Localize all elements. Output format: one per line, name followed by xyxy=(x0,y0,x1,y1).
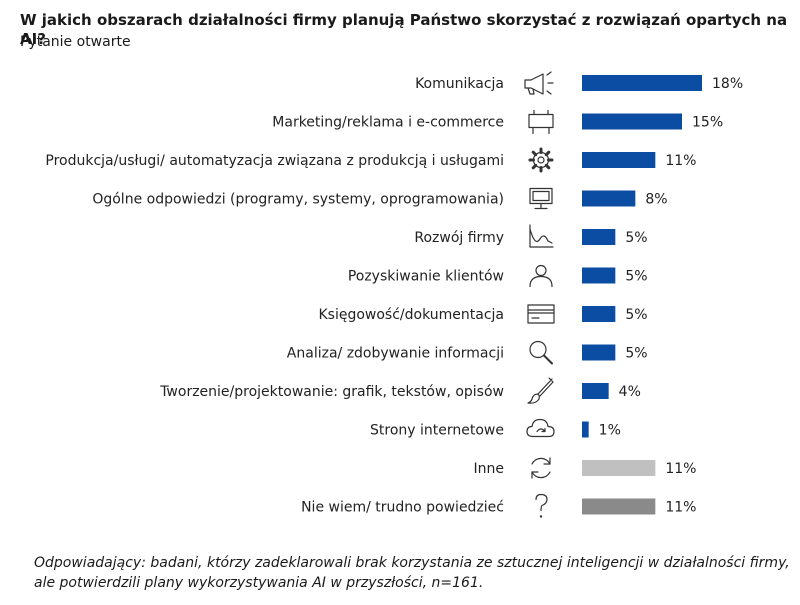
chart-subtitle: Pytanie otwarte xyxy=(20,34,131,50)
category-label: Strony internetowe xyxy=(370,423,504,439)
bar xyxy=(582,344,616,361)
bar xyxy=(582,306,616,322)
category-label: Tworzenie/projektowanie: grafik, tekstów… xyxy=(159,384,504,400)
value-label: 15% xyxy=(692,115,723,131)
person-icon xyxy=(529,264,553,288)
chart-title: W jakich obszarach działalności firmy pl… xyxy=(20,11,788,48)
footnote-line-2: ale potwierdzili plany wykorzystywania A… xyxy=(34,575,484,591)
bar xyxy=(582,113,682,130)
refresh-icon xyxy=(531,457,551,479)
category-label: Księgowość/dokumentacja xyxy=(318,307,504,323)
value-label: 18% xyxy=(712,76,743,92)
bar xyxy=(582,190,636,207)
megaphone-icon xyxy=(524,71,554,95)
bar xyxy=(582,75,702,91)
category-label: Pozyskiwanie klientów xyxy=(348,269,504,285)
bar xyxy=(582,421,589,438)
brush-icon xyxy=(527,377,554,404)
value-label: 1% xyxy=(599,423,621,439)
gear-icon xyxy=(528,147,554,173)
value-label: 8% xyxy=(645,192,667,208)
question-icon xyxy=(535,493,548,518)
value-label: 11% xyxy=(665,153,696,169)
value-label: 5% xyxy=(625,269,647,285)
category-label: Nie wiem/ trudno powiedzieć xyxy=(301,500,504,516)
bar xyxy=(582,383,609,399)
value-label: 11% xyxy=(665,500,696,516)
cloud-icon xyxy=(526,418,555,438)
category-label: Produkcja/usługi/ automatyzacja związana… xyxy=(45,153,504,169)
bar-chart: Komunikacja 18% Marketing/reklama i e-comm… xyxy=(45,71,743,518)
value-label: 4% xyxy=(619,384,641,400)
credit-card-icon xyxy=(527,304,555,324)
monitor-icon xyxy=(529,187,553,210)
bar xyxy=(582,152,656,168)
category-label: Komunikacja xyxy=(415,76,504,92)
category-label: Inne xyxy=(474,461,505,477)
bar xyxy=(582,498,656,515)
value-label: 5% xyxy=(625,230,647,246)
category-label: Marketing/reklama i e-commerce xyxy=(272,115,504,131)
value-label: 11% xyxy=(665,461,696,477)
value-label: 5% xyxy=(625,307,647,323)
category-label: Rozwój firmy xyxy=(414,230,504,246)
value-label: 5% xyxy=(625,346,647,362)
growth-chart-icon xyxy=(529,224,554,248)
bar xyxy=(582,267,616,284)
category-label: Ogólne odpowiedzi (programy, systemy, op… xyxy=(92,192,504,208)
bar xyxy=(582,229,616,245)
footnote-line-1: Odpowiadający: badani, którzy zadeklarow… xyxy=(34,555,790,571)
footnote: Odpowiadający: badani, którzy zadeklarow… xyxy=(34,553,794,593)
category-label: Analiza/ zdobywanie informacji xyxy=(287,346,504,362)
bar xyxy=(582,460,656,476)
magnifier-icon xyxy=(529,340,553,365)
billboard-icon xyxy=(528,109,554,135)
